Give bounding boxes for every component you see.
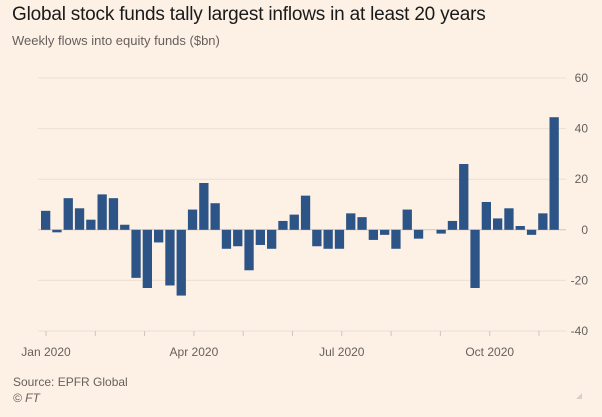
bar <box>131 229 141 278</box>
bar <box>142 229 152 288</box>
bar <box>176 229 186 296</box>
bar <box>120 224 130 230</box>
x-tick-label: Apr 2020 <box>170 345 219 359</box>
bar <box>165 229 175 286</box>
y-tick-label: 60 <box>575 71 589 85</box>
bar <box>199 182 209 230</box>
bar <box>86 219 96 230</box>
bar <box>221 229 232 249</box>
bar <box>549 117 559 230</box>
bar <box>493 218 503 230</box>
bar <box>515 226 525 230</box>
bar <box>526 229 537 235</box>
bar <box>233 229 243 247</box>
copyright-credit: © FT <box>13 391 40 405</box>
bar <box>108 198 119 230</box>
bar <box>210 203 220 230</box>
y-tick-label: 40 <box>575 122 589 136</box>
bar <box>154 229 164 243</box>
bar <box>300 195 311 230</box>
bar <box>312 229 322 247</box>
bar <box>74 208 85 230</box>
bar <box>255 229 265 245</box>
x-tick-label: Jul 2020 <box>319 345 365 359</box>
bar <box>470 229 480 288</box>
bar <box>278 220 288 230</box>
chart-title: Global stock funds tally largest inflows… <box>12 4 486 25</box>
source-note: Source: EPFR Global <box>13 375 128 389</box>
bar <box>267 229 277 249</box>
y-tick-label: 0 <box>581 223 588 237</box>
bar <box>244 229 254 271</box>
bar <box>402 209 412 230</box>
bar <box>413 229 424 239</box>
bar <box>41 210 51 230</box>
bar <box>391 229 401 249</box>
bar <box>187 209 198 230</box>
bar <box>368 229 378 240</box>
bar <box>63 198 73 230</box>
bar <box>447 220 458 230</box>
bar <box>459 164 469 230</box>
bar <box>538 213 548 230</box>
bar <box>97 194 107 230</box>
bar <box>323 229 333 249</box>
bar <box>334 229 345 249</box>
bar <box>481 201 491 230</box>
resize-grip-icon <box>576 393 582 399</box>
x-tick-label: Jan 2020 <box>21 345 71 359</box>
bar <box>346 213 356 230</box>
chart-subtitle: Weekly flows into equity funds ($bn) <box>12 33 220 48</box>
x-axis-labels: Jan 2020 Apr 2020 Jul 2020 Oct 2020 <box>21 345 514 359</box>
bar <box>289 214 299 230</box>
bar <box>380 229 390 235</box>
bar <box>357 217 367 230</box>
bar <box>504 208 514 230</box>
y-axis-labels: 60 40 20 0 -20 -40 <box>571 71 589 338</box>
y-tick-label: 20 <box>575 172 589 186</box>
bar <box>52 229 62 233</box>
bar <box>436 229 446 234</box>
x-axis-ticks <box>45 331 540 336</box>
x-tick-label: Oct 2020 <box>465 345 514 359</box>
bars <box>41 117 559 296</box>
y-tick-label: -20 <box>571 273 589 287</box>
y-tick-label: -40 <box>571 324 589 338</box>
